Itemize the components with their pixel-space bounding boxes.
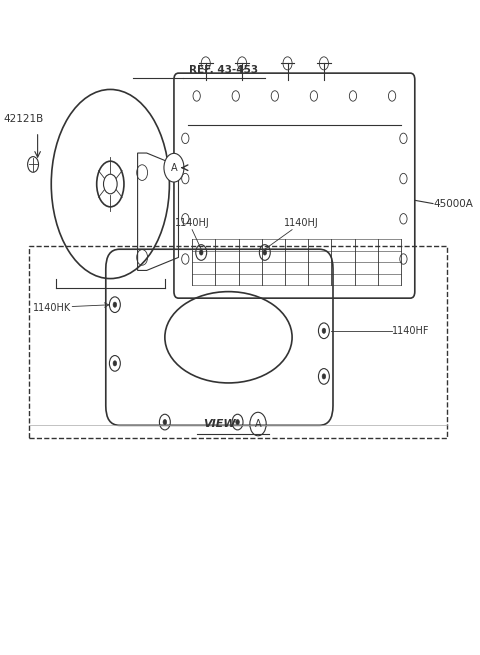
Circle shape <box>322 374 326 379</box>
Circle shape <box>164 153 184 182</box>
Text: 1140HJ: 1140HJ <box>284 218 319 228</box>
Text: 1140HK: 1140HK <box>33 303 72 313</box>
Circle shape <box>163 419 167 424</box>
Text: 45000A: 45000A <box>433 198 473 208</box>
Text: VIEW: VIEW <box>203 419 236 429</box>
Circle shape <box>236 419 240 424</box>
Text: 1140HF: 1140HF <box>392 326 430 336</box>
Circle shape <box>322 328 326 333</box>
Text: A: A <box>255 419 261 429</box>
Text: 42121B: 42121B <box>4 114 44 124</box>
Circle shape <box>263 250 267 255</box>
Circle shape <box>113 302 117 307</box>
Text: REF. 43-453: REF. 43-453 <box>190 65 259 75</box>
Text: A: A <box>170 162 177 173</box>
Text: 1140HJ: 1140HJ <box>175 218 209 228</box>
Circle shape <box>199 250 203 255</box>
Circle shape <box>113 361 117 366</box>
